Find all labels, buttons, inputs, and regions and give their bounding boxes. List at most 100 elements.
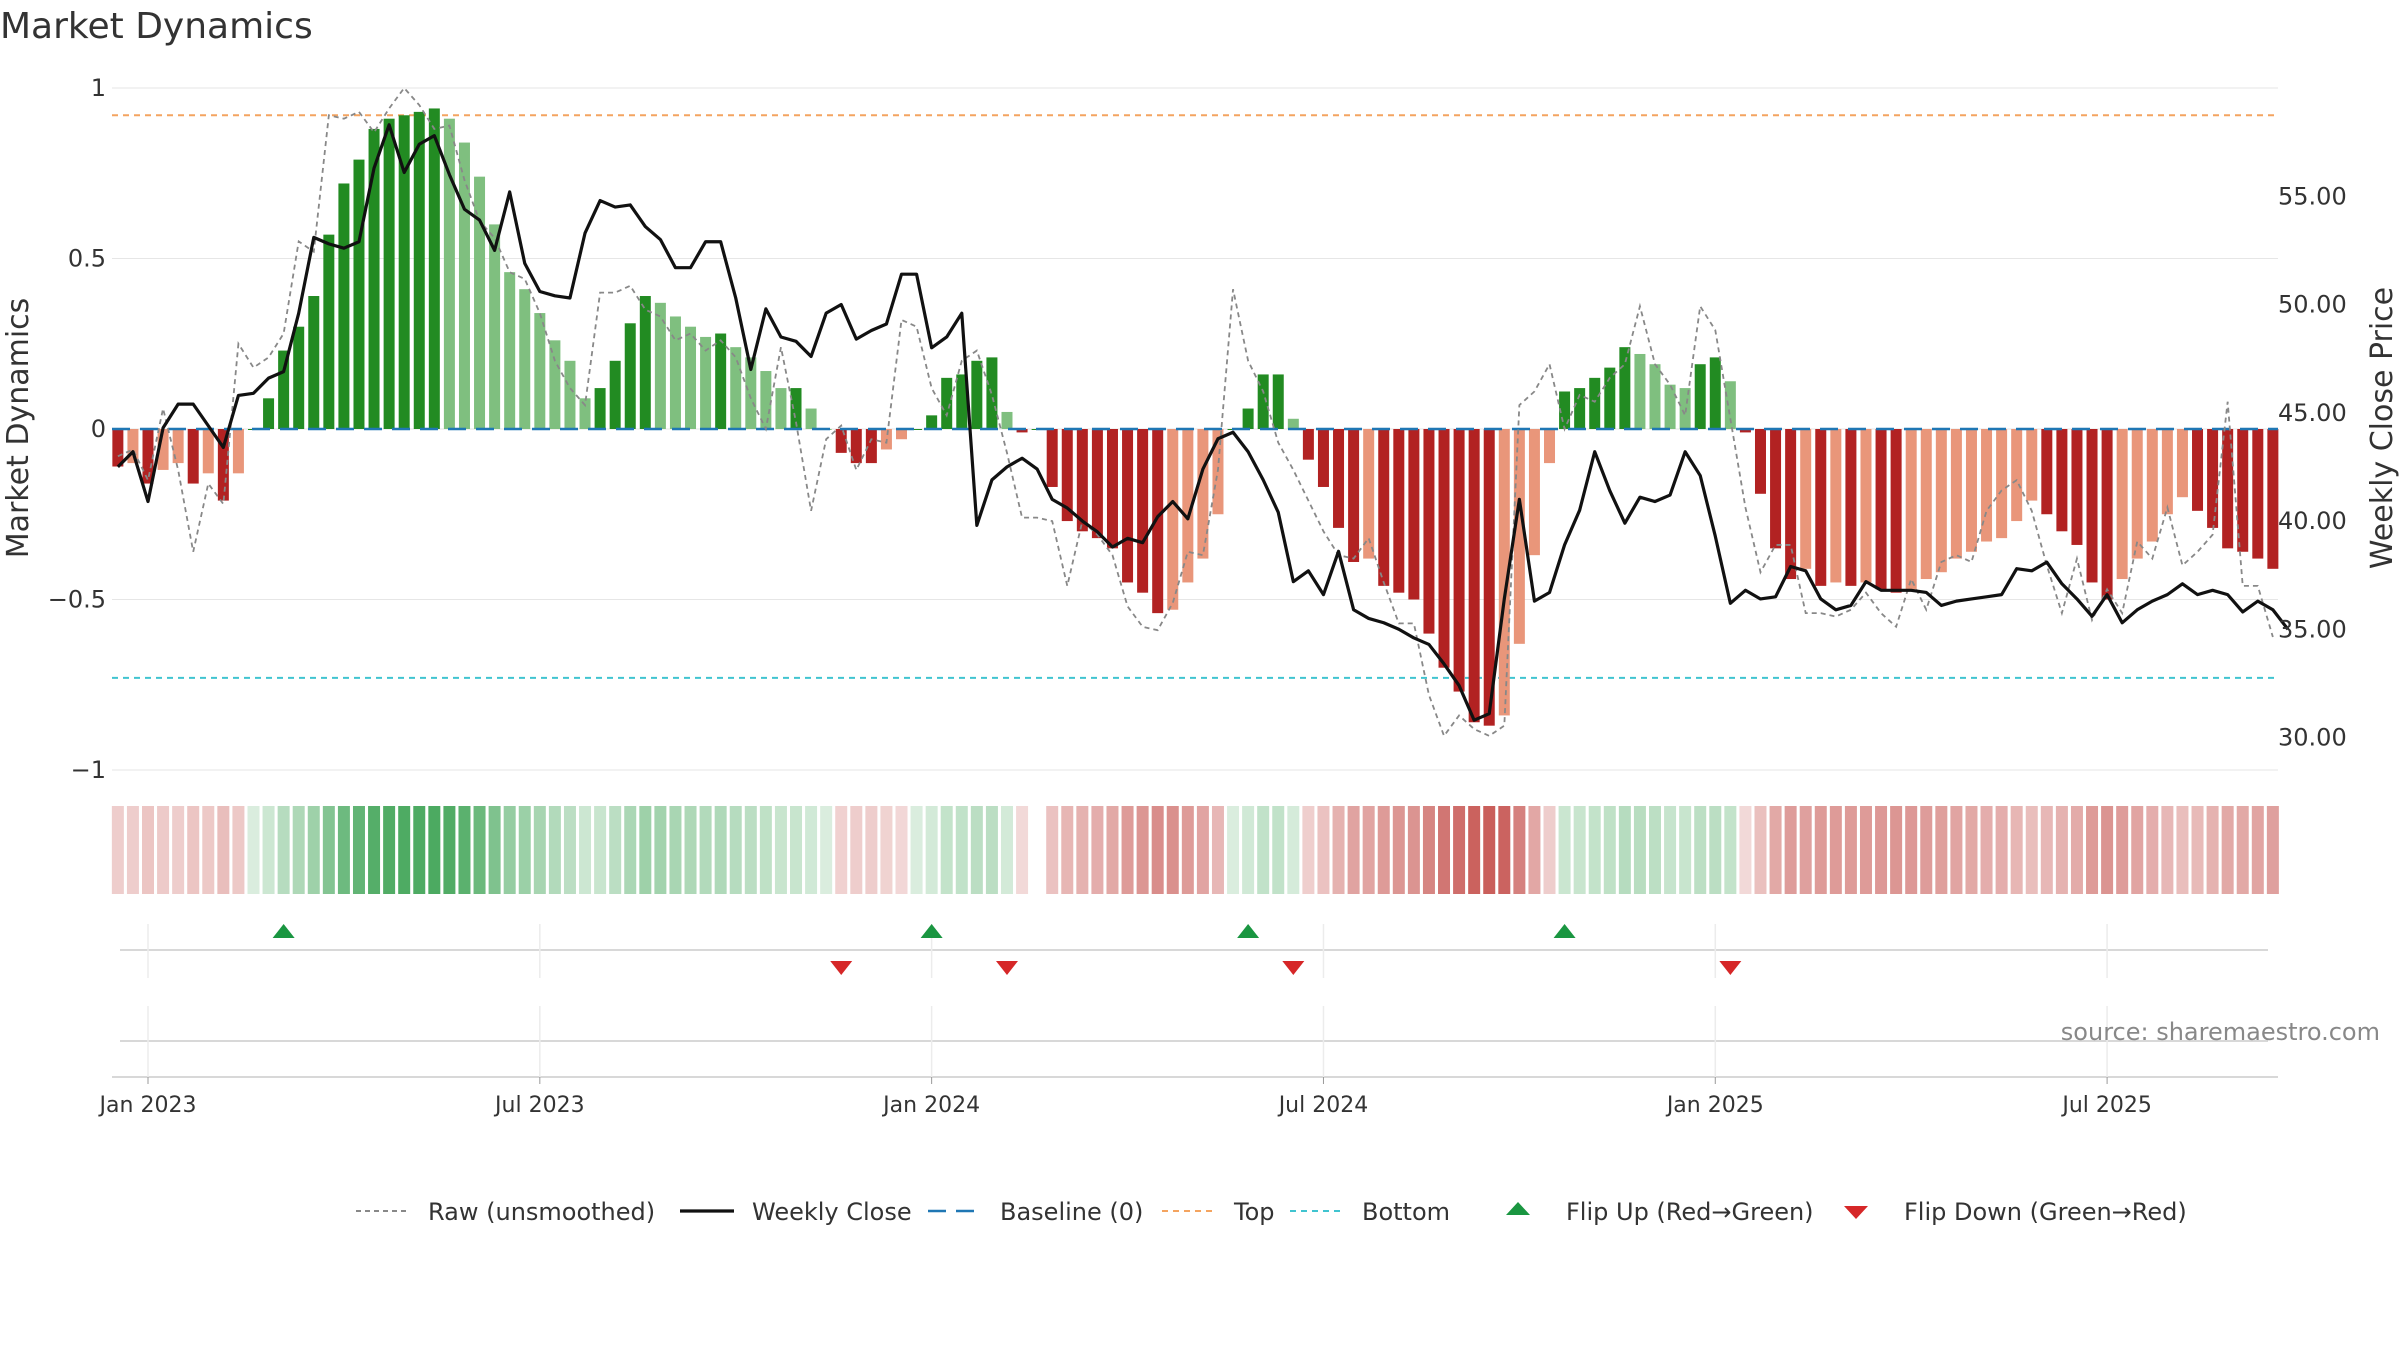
dynamics-bar — [1106, 429, 1118, 549]
regime-strip-cell — [2131, 806, 2144, 894]
dynamics-bar — [1845, 429, 1857, 586]
regime-strip-cell — [1498, 806, 1511, 894]
dynamics-bar — [458, 142, 470, 429]
regime-strip-cell — [1347, 806, 1360, 894]
dynamics-bar — [1302, 429, 1314, 460]
regime-strip-cell — [955, 806, 968, 894]
regime-strip-cell — [1121, 806, 1134, 894]
regime-strip-cell — [1106, 806, 1119, 894]
dynamics-bar — [2041, 429, 2053, 515]
dynamics-bar — [308, 296, 320, 429]
dynamics-bar — [1287, 418, 1299, 429]
dynamics-bar — [685, 326, 697, 429]
dynamics-bar — [489, 224, 501, 429]
regime-strip-cell — [2101, 806, 2114, 894]
regime-strip-cell — [1151, 806, 1164, 894]
regime-strip-cell — [910, 806, 923, 894]
regime-strip-cell — [2025, 806, 2038, 894]
dynamics-bar — [202, 429, 214, 474]
dynamics-bar — [1679, 388, 1691, 429]
dynamics-bar — [1619, 347, 1631, 429]
dynamics-bar — [2267, 429, 2279, 569]
dynamics-bar — [338, 183, 350, 429]
regime-strip-cell — [1739, 806, 1752, 894]
regime-strip-cell — [759, 806, 772, 894]
dynamics-bar — [1001, 411, 1013, 429]
regime-strip-cell — [669, 806, 682, 894]
regime-strip-cell — [1242, 806, 1255, 894]
dynamics-bar — [1348, 429, 1360, 562]
dynamics-bar — [2161, 429, 2173, 515]
x-tick-label: Jan 2025 — [1665, 1093, 1764, 1118]
dynamics-bar — [112, 429, 124, 467]
regime-strip-cell — [383, 806, 396, 894]
regime-strip-cell — [2206, 806, 2219, 894]
regime-strip-cell — [1272, 806, 1285, 894]
dynamics-bar — [700, 336, 712, 429]
regime-strip-cell — [1920, 806, 1933, 894]
regime-strip-cell — [639, 806, 652, 894]
dynamics-bar — [353, 159, 365, 430]
dynamics-bar — [1604, 367, 1616, 429]
regime-strip-cell — [1076, 806, 1089, 894]
dynamics-bar — [1544, 429, 1556, 464]
dynamics-bar — [263, 398, 275, 429]
regime-strip-cell — [790, 806, 803, 894]
regime-strip-cell — [247, 806, 260, 894]
reference-lines — [112, 114, 2278, 679]
regime-strip-cell — [533, 806, 546, 894]
regime-strip-cell — [1543, 806, 1556, 894]
dynamics-bar — [293, 326, 305, 429]
dynamics-bar — [1981, 429, 1993, 542]
regime-strip-cell — [925, 806, 938, 894]
regime-strip-cell — [1844, 806, 1857, 894]
regime-strip-cell — [202, 806, 215, 894]
dynamics-bar — [2131, 429, 2143, 559]
regime-strip-cell — [1649, 806, 1661, 894]
legend-label-bottom: Bottom — [1362, 1198, 1450, 1226]
dynamics-bar — [1513, 429, 1525, 644]
regime-strip-cell — [1965, 806, 1978, 894]
dynamics-bar — [2192, 429, 2204, 511]
dynamics-bar — [1272, 374, 1284, 429]
regime-strip-cell — [2010, 806, 2023, 894]
weekly-close-line — [116, 123, 2290, 722]
regime-strip-cell — [1980, 806, 1993, 894]
regime-strip-cell — [1196, 806, 1209, 894]
regime-strip-cell — [157, 806, 170, 894]
dynamics-bar — [896, 429, 907, 440]
dynamics-bar — [323, 234, 335, 429]
dynamics-bar — [428, 108, 440, 430]
dynamics-bar — [549, 340, 561, 429]
regime-strip-cell — [1603, 806, 1616, 894]
dynamics-bar — [1061, 429, 1073, 522]
regime-strip-cell — [684, 806, 697, 894]
regime-strip-cell — [820, 806, 833, 894]
dynamics-bar — [1076, 429, 1088, 532]
regime-strip-cell — [1633, 806, 1646, 894]
dynamics-bar — [760, 371, 772, 429]
flip-up-marker — [1237, 924, 1260, 938]
x-tick-label: Jan 2023 — [98, 1093, 197, 1118]
regime-strip-cell — [217, 806, 230, 894]
regime-strip-cell — [126, 806, 139, 894]
y2-tick-label: 40.00 — [2278, 507, 2347, 535]
regime-strip-cell — [1950, 806, 1963, 894]
dynamics-bar — [142, 429, 154, 484]
regime-strip-cell — [398, 806, 411, 894]
regime-strip-cell — [1528, 806, 1541, 894]
legend-label-baseline: Baseline (0) — [1000, 1198, 1143, 1226]
regime-strip-cell — [322, 806, 335, 894]
regime-strip-cell — [473, 806, 486, 894]
dynamics-bar — [926, 415, 938, 429]
regime-strip-cell — [277, 806, 290, 894]
dynamics-bar — [1559, 391, 1571, 429]
legend-flip-up-icon — [1506, 1202, 1530, 1215]
dynamics-bar — [157, 429, 169, 470]
regime-strip-cell — [1211, 806, 1224, 894]
dynamics-bar — [1800, 429, 1812, 569]
regime-strip-cell — [503, 806, 516, 894]
regime-strip-cell — [1332, 806, 1345, 894]
right-y-axis: 55.00 50.00 45.00 40.00 35.00 30.00 — [2278, 182, 2347, 751]
legend: Raw (unsmoothed) Weekly Close Baseline (0)… — [356, 1198, 2187, 1226]
